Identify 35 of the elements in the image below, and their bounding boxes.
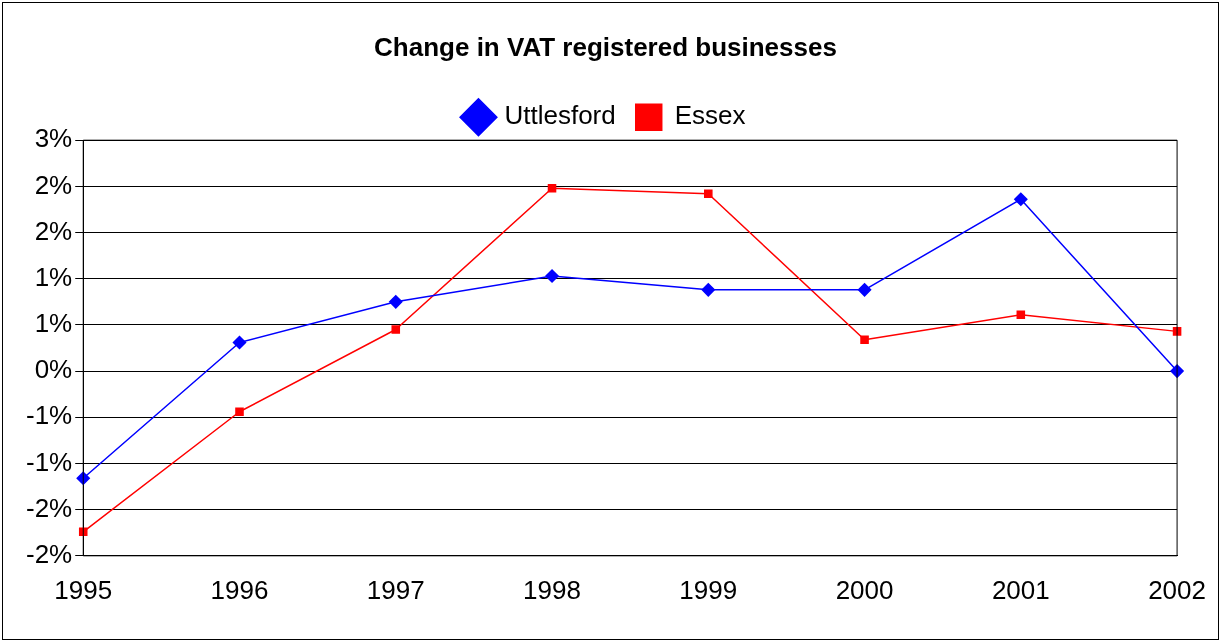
point — [547, 183, 557, 193]
x-tick-label: 1995 — [54, 574, 113, 605]
point — [857, 283, 872, 297]
point — [76, 471, 90, 485]
y-tick-label: -2% — [25, 538, 73, 569]
point — [232, 335, 247, 350]
point — [860, 335, 869, 344]
point — [78, 527, 88, 537]
point — [704, 189, 713, 199]
point — [389, 295, 403, 309]
y-tick-label: 2% — [34, 169, 73, 200]
legend-label: Essex — [674, 100, 746, 131]
x-tick-label: 2002 — [1148, 574, 1206, 605]
point — [1014, 192, 1028, 207]
y-tick-label: 3% — [34, 123, 73, 154]
x-tick-label: 2001 — [991, 574, 1050, 605]
x-tick-label: 1997 — [366, 574, 425, 605]
point — [545, 269, 559, 283]
y-tick-label: -2% — [25, 492, 73, 523]
x-tick-label: 2000 — [835, 574, 894, 605]
point — [701, 283, 716, 297]
y-tick-label: 1% — [34, 308, 73, 339]
y-tick-label: 1% — [34, 261, 73, 292]
point — [391, 325, 401, 334]
legend-label: Uttlesford — [504, 100, 616, 131]
x-tick-label: 1999 — [679, 574, 738, 605]
y-tick-label: -1% — [25, 400, 73, 431]
x-tick-label: 1998 — [523, 574, 581, 605]
point — [235, 407, 244, 417]
chart-title: Change in VAT registered businesses — [374, 31, 837, 62]
x-tick-label: 1996 — [210, 574, 269, 605]
y-tick-label: -1% — [25, 446, 73, 477]
y-tick-label: 2% — [34, 215, 73, 246]
point — [1016, 310, 1026, 320]
y-tick-label: 0% — [34, 354, 73, 385]
